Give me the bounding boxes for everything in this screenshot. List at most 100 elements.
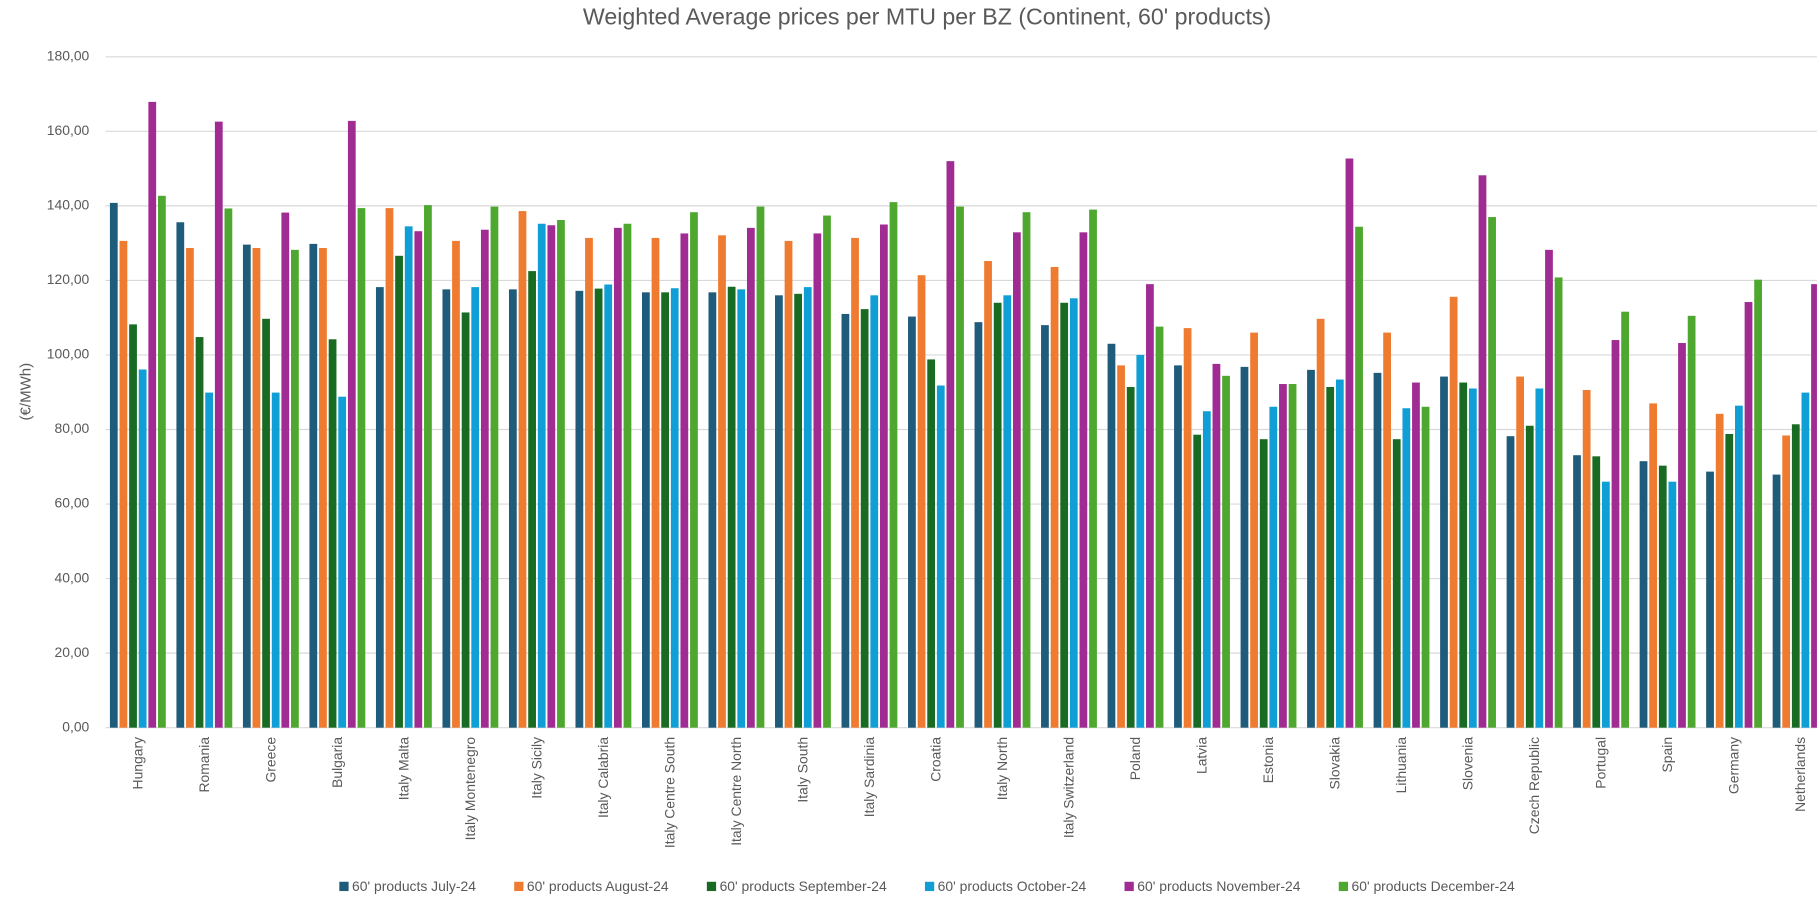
bar xyxy=(585,237,593,728)
bar xyxy=(176,222,185,728)
bar xyxy=(319,247,327,728)
bar xyxy=(309,243,318,728)
y-tick-label: 20,00 xyxy=(55,644,90,660)
bar xyxy=(1687,315,1696,728)
bar xyxy=(604,284,613,728)
bar xyxy=(803,287,812,728)
legend-label: 60' products July-24 xyxy=(352,878,476,894)
bar xyxy=(1468,388,1477,728)
x-tick-label: Slovakia xyxy=(1327,737,1343,790)
x-tick-label: Italy Sardinia xyxy=(861,737,877,818)
bar xyxy=(993,302,1002,728)
x-tick-label: Portugal xyxy=(1593,737,1609,789)
bar xyxy=(281,212,290,728)
bar xyxy=(1611,340,1620,728)
y-tick-label: 40,00 xyxy=(55,569,90,585)
bar xyxy=(1478,175,1487,728)
bar xyxy=(1582,389,1591,728)
bar xyxy=(1288,384,1297,728)
bar xyxy=(756,206,765,728)
bar xyxy=(1459,382,1468,728)
y-tick-label: 140,00 xyxy=(47,197,90,213)
bar xyxy=(1772,474,1781,728)
x-tick-label: Italy South xyxy=(795,737,811,803)
x-tick-label: Croatia xyxy=(928,737,944,782)
bar xyxy=(870,295,879,728)
bar xyxy=(528,271,536,728)
legend-label: 60' products August-24 xyxy=(527,878,669,894)
legend-swatch xyxy=(1338,881,1349,892)
legend: 60' products July-24 60' products August-… xyxy=(339,878,1515,894)
bar xyxy=(1706,471,1714,728)
bar xyxy=(690,212,698,728)
bar xyxy=(385,208,394,728)
legend-label: 60' products November-24 xyxy=(1137,878,1301,894)
bar xyxy=(395,255,403,728)
x-tick-label: Italy Switzerland xyxy=(1061,737,1077,838)
bar xyxy=(1421,406,1430,728)
x-tick-label: Bulgaria xyxy=(329,737,345,788)
legend-swatch xyxy=(514,881,524,892)
bar xyxy=(518,211,527,728)
y-tick-label: 160,00 xyxy=(47,122,90,138)
bar xyxy=(557,220,565,728)
bar xyxy=(262,318,270,728)
y-tick-label: 100,00 xyxy=(47,346,90,362)
bar xyxy=(375,287,384,728)
x-tick-label: Estonia xyxy=(1260,737,1276,784)
bar xyxy=(1412,382,1420,728)
y-tick-label: 0,00 xyxy=(62,718,89,734)
bars xyxy=(109,101,1817,728)
x-tick-label: Hungary xyxy=(129,737,145,790)
bar xyxy=(442,289,451,728)
x-tick-label: Poland xyxy=(1127,737,1143,780)
bar xyxy=(414,231,423,728)
bar xyxy=(1117,365,1125,728)
bar xyxy=(1440,376,1448,728)
bar xyxy=(404,226,413,728)
bar xyxy=(1345,158,1354,728)
bar xyxy=(357,208,366,728)
bar xyxy=(1592,456,1601,728)
y-tick-label: 60,00 xyxy=(55,495,90,511)
bar xyxy=(641,292,650,728)
bar xyxy=(1089,209,1097,728)
x-tick-label: Romania xyxy=(196,737,212,793)
x-tick-label: Greece xyxy=(262,737,278,783)
bar xyxy=(1202,411,1211,728)
bar xyxy=(1735,405,1743,728)
x-tick-label: Slovenia xyxy=(1460,737,1476,791)
bar xyxy=(214,121,223,728)
bar xyxy=(1678,343,1686,728)
bar xyxy=(1240,366,1249,728)
bar xyxy=(1107,343,1116,728)
bar xyxy=(1060,302,1069,728)
bar xyxy=(879,224,888,728)
bar xyxy=(1392,439,1401,728)
bar xyxy=(908,316,916,728)
chart-title: Weighted Average prices per MTU per BZ (… xyxy=(583,4,1271,30)
bar xyxy=(946,161,955,728)
bar xyxy=(984,261,992,728)
bar xyxy=(1250,332,1258,728)
bar xyxy=(784,240,793,728)
bar xyxy=(224,208,233,728)
bar xyxy=(1725,433,1734,728)
legend-label: 60' products October-24 xyxy=(938,878,1087,894)
x-tick-label: Czech Republic xyxy=(1526,737,1542,834)
bar xyxy=(1573,455,1581,728)
bar xyxy=(1488,217,1496,728)
bar xyxy=(271,392,280,728)
bar xyxy=(1811,284,1817,728)
bar xyxy=(1126,387,1135,728)
x-tick-label: Netherlands xyxy=(1792,737,1808,812)
bar xyxy=(1335,379,1344,728)
bar xyxy=(1193,434,1202,728)
bar xyxy=(651,237,660,728)
bar xyxy=(242,244,251,728)
bar xyxy=(1041,325,1049,728)
bar xyxy=(291,249,299,728)
bar xyxy=(1535,388,1544,728)
bar xyxy=(1525,425,1534,728)
